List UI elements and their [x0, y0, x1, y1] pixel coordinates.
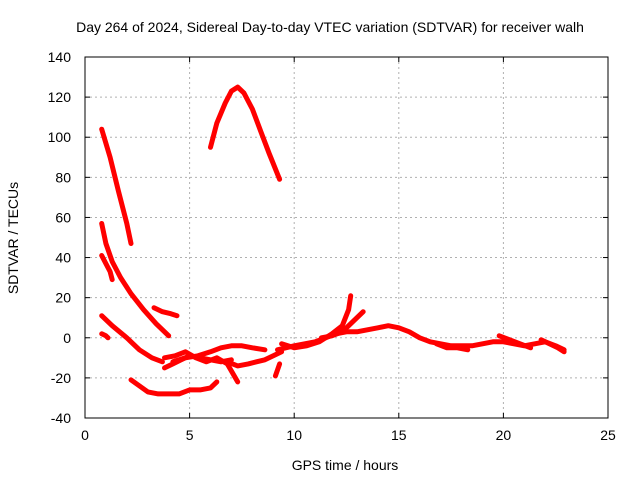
grid — [85, 57, 608, 418]
series-layer — [99, 84, 567, 397]
y-tick-label: 0 — [63, 330, 71, 346]
ticks: 0 5 10 15 20 25 -40 -20 0 20 40 60 80 100 120 140 — [48, 49, 616, 443]
series-arc-1 — [99, 126, 134, 246]
x-tick-label: 10 — [286, 427, 302, 443]
y-tick-label: 100 — [48, 129, 72, 145]
series-arc-2 — [99, 221, 172, 339]
series-arc-3 — [99, 253, 115, 283]
series-arc-13 — [272, 361, 283, 379]
y-tick-label: 140 — [48, 49, 72, 65]
series-arc-11 — [224, 349, 285, 369]
y-tick-label: -20 — [51, 370, 71, 386]
y-tick-label: 20 — [55, 290, 71, 306]
x-axis-label: GPS time / hours — [292, 457, 399, 473]
x-tick-label: 20 — [496, 427, 512, 443]
series-arc-18 — [496, 333, 534, 351]
series-arc-12 — [208, 84, 283, 182]
series-arc-10 — [170, 343, 268, 365]
x-tick-label: 25 — [600, 427, 616, 443]
y-axis-label: SDTVAR / TECUs — [5, 182, 21, 294]
y-tick-label: 60 — [55, 209, 71, 225]
chart-title: Day 264 of 2024, Sidereal Day-to-day VTE… — [76, 19, 584, 35]
y-tick-label: -40 — [51, 410, 71, 426]
series-arc-17 — [434, 341, 471, 353]
series-arc-7 — [128, 377, 220, 397]
y-tick-label: 80 — [55, 169, 71, 185]
x-tick-label: 15 — [391, 427, 407, 443]
y-tick-label: 120 — [48, 89, 72, 105]
series-arc-6 — [151, 305, 180, 319]
y-tick-label: 40 — [55, 250, 71, 266]
series-arc-5 — [99, 331, 111, 341]
series-arc-19 — [538, 337, 567, 355]
series-arc-4 — [99, 313, 165, 365]
x-tick-label: 0 — [81, 427, 89, 443]
x-tick-label: 5 — [186, 427, 194, 443]
plot-frame — [84, 56, 609, 419]
